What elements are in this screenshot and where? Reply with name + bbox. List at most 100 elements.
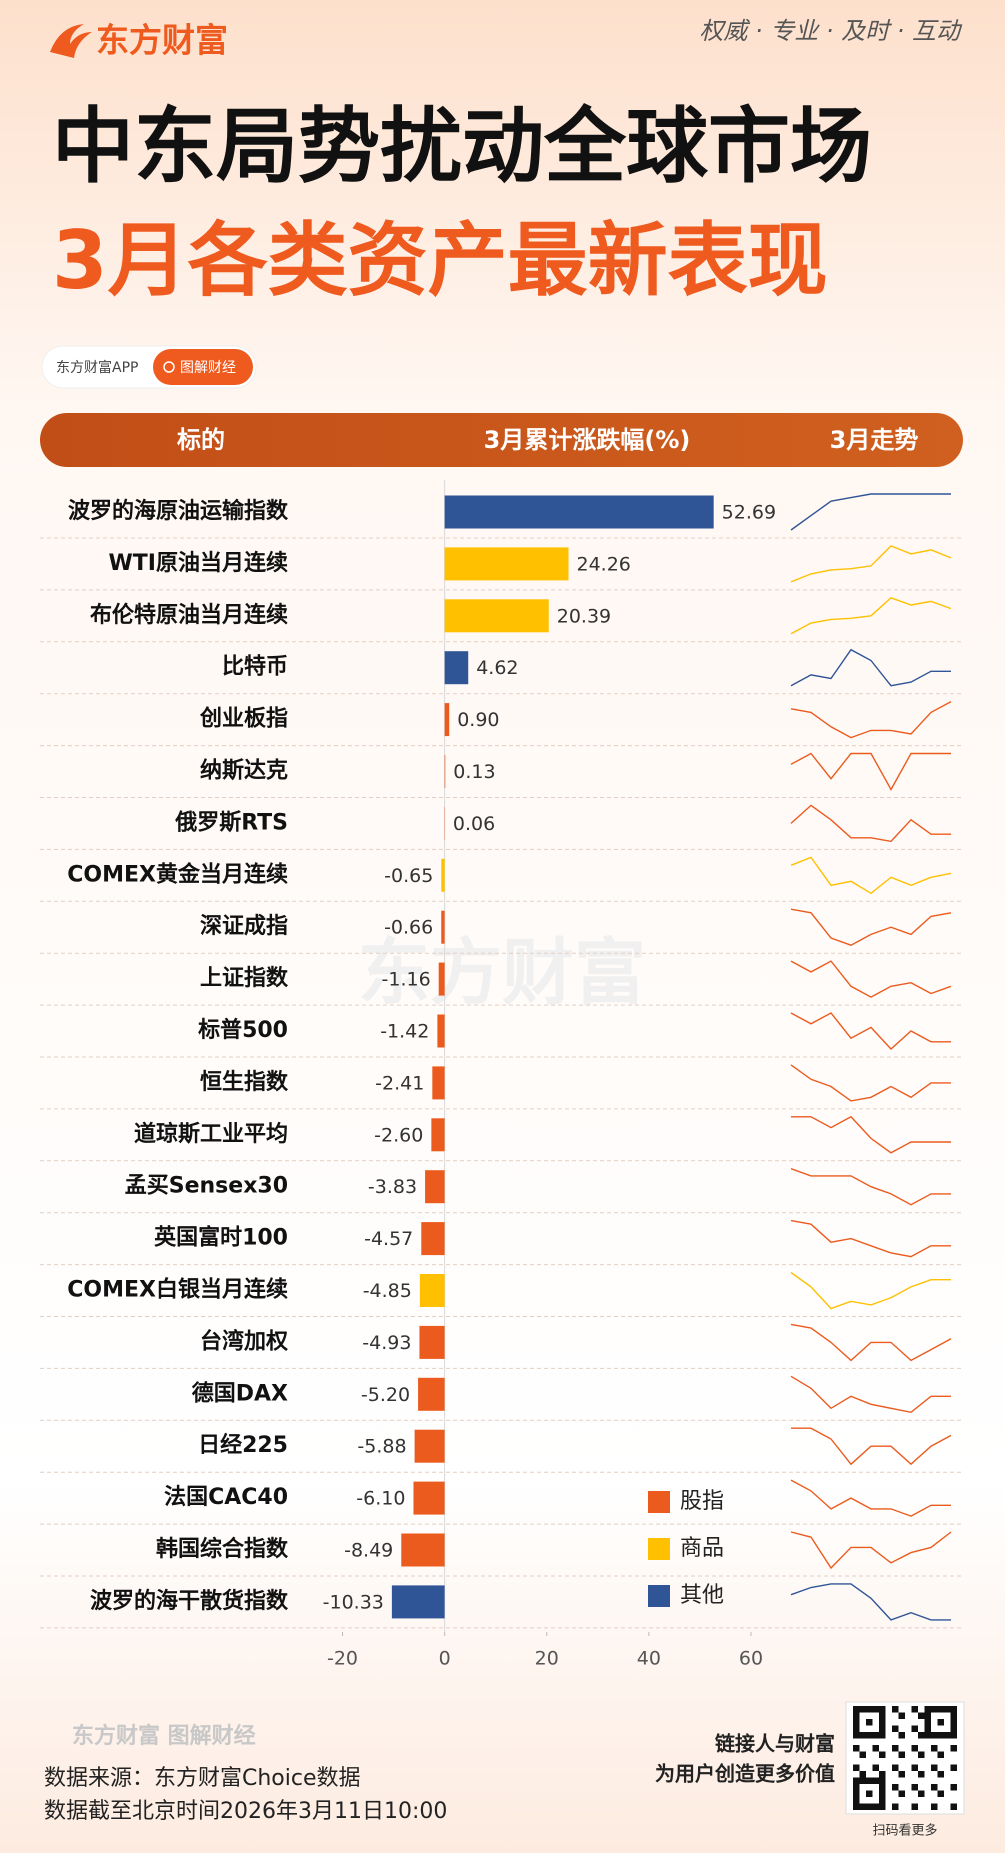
qr-cell (924, 1706, 931, 1713)
column-header: 3月走势 (830, 426, 919, 454)
qr-cell (924, 1725, 931, 1732)
value-label: -3.83 (368, 1176, 417, 1198)
qr-cell (866, 1706, 873, 1713)
sparkline (790, 856, 952, 895)
legend-swatch (648, 1585, 670, 1607)
bar (419, 1325, 445, 1359)
qr-cell (918, 1771, 925, 1778)
chart: 波罗的海原油运输指数 WTI原油当月连续布伦特原油当月连续比特币创业板指纳斯达克俄… (40, 480, 963, 1670)
qr-cell (911, 1764, 918, 1771)
sparkline (790, 1168, 951, 1206)
bar (441, 858, 445, 892)
bar (444, 651, 469, 685)
sparkline (790, 1012, 951, 1050)
category-label: 标普500 (198, 1017, 288, 1043)
value-label: 20.39 (557, 605, 611, 627)
sparkline (791, 1427, 952, 1466)
qr-cell (866, 1790, 873, 1797)
slogan: 为用户创造更多价值 (655, 1762, 835, 1786)
qr-cell (866, 1803, 873, 1810)
qr-cell (950, 1764, 957, 1771)
qr-cell (853, 1712, 860, 1719)
qr-cell (950, 1803, 957, 1810)
column-header: 标的 (177, 426, 225, 454)
qr-cell (859, 1732, 866, 1739)
category-label: 波罗的海原油运输指数 (68, 498, 289, 524)
qr-cell (853, 1745, 860, 1752)
qr-cell (892, 1745, 899, 1752)
legend-swatch (648, 1491, 670, 1513)
logo-text: 东方财富 (96, 21, 228, 60)
qr-cell (866, 1719, 873, 1726)
title: 中东局势扰动全球市场 (52, 99, 872, 194)
x-tick-label: 60 (739, 1648, 763, 1670)
category-label: 比特币 (222, 654, 288, 680)
qr-cell (879, 1771, 886, 1778)
pill-app: 东方财富APP (56, 359, 138, 376)
bar (419, 1274, 445, 1307)
category-label: 孟买Sensex30 (125, 1174, 288, 1199)
qr-cell (859, 1771, 866, 1778)
qr-cell (892, 1764, 899, 1771)
qr-cell (937, 1751, 944, 1758)
qr-cell (950, 1732, 957, 1739)
bar (444, 495, 714, 529)
value-label: -5.20 (361, 1384, 410, 1406)
category-label: 波罗的海干散货指数 (90, 1588, 289, 1614)
sparkline (790, 1219, 951, 1258)
sparkline (790, 960, 952, 998)
qr-cell (931, 1732, 938, 1739)
category-label: 俄罗斯RTS (174, 809, 288, 835)
qr-cell (944, 1732, 951, 1739)
qr-cell (872, 1764, 879, 1771)
bar (444, 547, 569, 581)
value-label: -4.85 (363, 1280, 412, 1302)
qr-cell (950, 1706, 957, 1713)
qr-cell (931, 1803, 938, 1810)
qr-cell (931, 1764, 938, 1771)
value-label: 0.90 (457, 709, 499, 731)
qr-cell (872, 1803, 879, 1810)
bar (418, 1377, 445, 1411)
bar (421, 1222, 445, 1256)
qr-cell (918, 1732, 925, 1739)
sparkline (790, 1531, 952, 1570)
qr-cell (937, 1719, 944, 1726)
qr-cell (937, 1790, 944, 1797)
qr-cell (911, 1803, 918, 1810)
value-label: 52.69 (722, 502, 776, 524)
qr-cell (911, 1725, 918, 1732)
qr-cell (918, 1790, 925, 1797)
logo: 东方财富 (50, 21, 228, 60)
qr-cell (892, 1725, 899, 1732)
qr-cell (853, 1732, 860, 1739)
qr-cell (879, 1706, 886, 1713)
x-tick-label: 20 (535, 1648, 559, 1670)
header-bar (40, 413, 963, 467)
qr-cell (924, 1732, 931, 1739)
category-label: 韩国综合指数 (156, 1536, 289, 1562)
qr-cell (879, 1719, 886, 1726)
bar (437, 1014, 445, 1048)
qr-cell (898, 1712, 905, 1719)
value-label: -4.93 (362, 1332, 411, 1354)
qr-cell (911, 1745, 918, 1752)
qr-cell (931, 1745, 938, 1752)
qr-cell (879, 1784, 886, 1791)
qr-cell (853, 1797, 860, 1804)
qr-cell (937, 1732, 944, 1739)
qr-cell (944, 1706, 951, 1713)
pill-tag-bg (153, 349, 253, 385)
qr-cell (911, 1784, 918, 1791)
value-label: -1.16 (382, 969, 431, 991)
sparkline (790, 1375, 951, 1414)
qr-cell (879, 1712, 886, 1719)
qr-cell (853, 1790, 860, 1797)
value-label: -10.33 (323, 1591, 384, 1613)
category-label: 布伦特原油当月连续 (90, 602, 288, 628)
qr-cell (937, 1706, 944, 1713)
qr-cell (950, 1725, 957, 1732)
qr-cell (950, 1745, 957, 1752)
value-label: -2.41 (375, 1072, 424, 1094)
